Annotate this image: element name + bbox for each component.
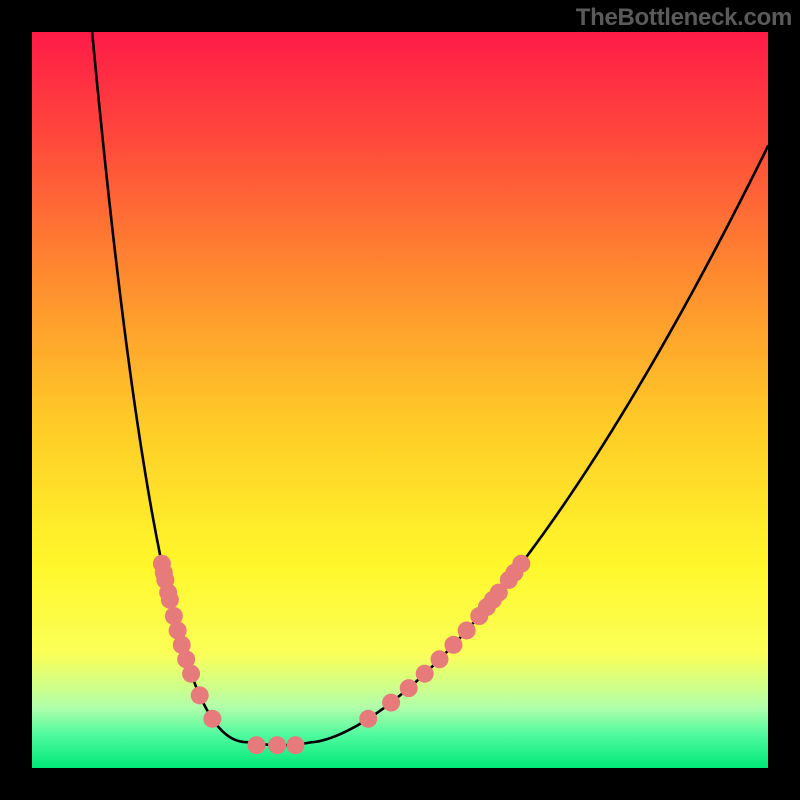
data-marker (470, 607, 488, 625)
data-marker (268, 736, 286, 754)
data-marker (182, 665, 200, 683)
data-marker (400, 679, 418, 697)
data-marker (161, 591, 179, 609)
data-marker (382, 694, 400, 712)
data-marker (444, 636, 462, 654)
data-marker (203, 710, 221, 728)
data-marker (191, 686, 209, 704)
data-marker (359, 710, 377, 728)
plot-area (32, 32, 768, 768)
data-marker (416, 665, 434, 683)
chart-svg (0, 0, 800, 800)
data-marker (247, 736, 265, 754)
watermark-text: TheBottleneck.com (576, 4, 792, 32)
data-marker (458, 621, 476, 639)
chart-root: TheBottleneck.com (0, 0, 800, 800)
data-marker (431, 650, 449, 668)
data-marker (286, 736, 304, 754)
